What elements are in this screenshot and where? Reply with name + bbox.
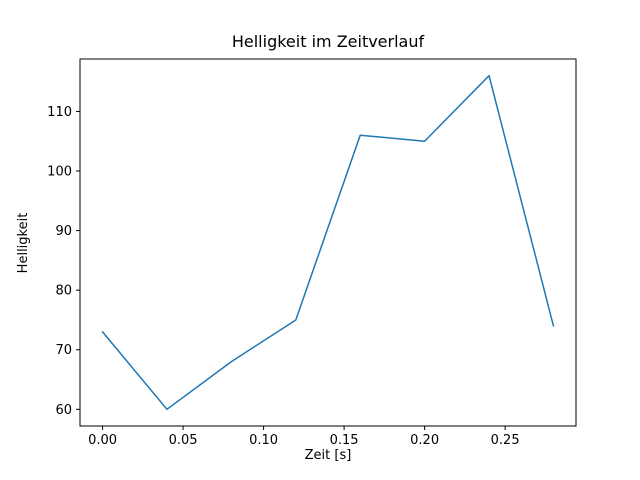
data-series [101,74,555,411]
y-tick-label: 80 [55,284,72,299]
y-tick-label: 90 [55,224,72,239]
y-tick-label: 70 [55,343,72,358]
y-axis-label: Helligkeit [16,213,31,274]
axes-spines [79,58,577,427]
data-line-helligkeit [101,74,555,411]
x-axis-label: Zeit [s] [305,448,352,463]
plot-frame [79,58,577,427]
x-axis-ticks: 0.00 0.05 0.10 0.15 0.20 0.25 [88,426,520,448]
x-tick-label: 0.00 [88,433,117,448]
y-tick-label: 60 [55,403,72,418]
x-tick-label: 0.15 [330,433,359,448]
chart-title: Helligkeit im Zeitverlauf [232,32,425,51]
y-tick-label: 100 [47,165,72,180]
x-tick-label: 0.25 [491,433,520,448]
x-tick-label: 0.05 [169,433,198,448]
x-tick-label: 0.20 [410,433,439,448]
y-tick-label: 110 [47,105,72,120]
x-tick-label: 0.10 [249,433,278,448]
y-axis-ticks: 60 70 80 90 100 110 [47,105,80,418]
